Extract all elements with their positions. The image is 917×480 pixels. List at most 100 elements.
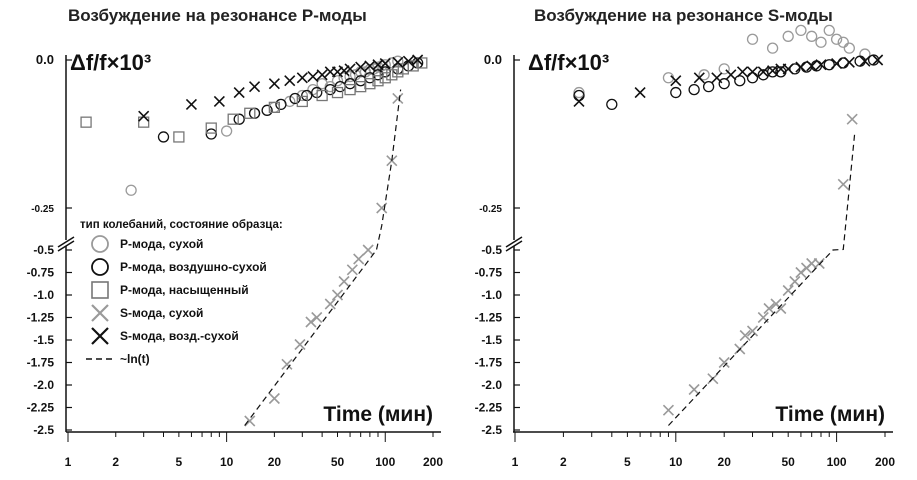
data-point-circle [331,75,344,87]
y-tick-label: -0.5 [33,243,54,257]
axis-break-mark [505,240,523,252]
data-point-x [831,57,843,70]
data-point-circle [289,92,301,105]
x-tick-label: 50 [782,455,796,469]
data-point-square [372,75,384,87]
data-point-circle [157,131,170,143]
data-point-x [688,383,700,396]
data-point-square [379,72,391,84]
data-point-x [244,415,256,427]
legend-label: P-мода, воздушно-сухой [120,260,267,274]
data-point-x [248,81,261,93]
chart-panel-s-mode: Возбуждение на резонансе S-моды 0.0 -0.25… [458,0,917,480]
data-point-x [353,253,365,265]
data-point-circle [795,24,807,37]
data-point-circle [379,66,391,78]
legend-label: ~ln(t) [120,352,150,366]
data-point-x [296,72,308,84]
data-point-square [416,57,428,69]
data-point-circle [806,30,818,42]
data-point-x [725,69,737,81]
data-point-square [205,122,217,134]
data-point-circle [830,33,843,45]
data-point-circle [364,72,376,84]
data-point-square [364,78,376,90]
x-tick-label: 100 [827,455,847,469]
data-point-x [693,72,705,84]
data-point-circle [718,63,730,75]
data-point-circle [573,86,585,99]
data-point-square [173,131,185,143]
y-tick-label: -2.0 [481,378,502,392]
y-tick-label: -2.5 [481,423,502,437]
chart-title: Возбуждение на резонансе P-моды [68,6,367,25]
data-point-circle [261,104,273,116]
data-point-square [244,107,256,119]
data-point-x [284,75,296,87]
x-tick-label: 200 [875,455,895,469]
data-point-circle [782,30,794,42]
legend-label: S-мода, возд.-сухой [120,329,239,343]
data-point-x [338,275,350,288]
data-point-circle [233,113,245,125]
data-point-circle [734,75,746,87]
data-point-x [305,316,317,328]
legend-label: S-мода, сухой [120,306,203,320]
axis-break-mark [505,236,523,248]
y-tick-label: -0.75 [475,266,503,280]
y-tick-label: -0.5 [481,243,502,257]
data-point-x [670,75,682,87]
data-point-x [846,113,858,125]
x-tick-label: 10 [669,455,683,469]
x-tick-label: 5 [176,455,183,469]
data-point-circle [670,86,682,99]
legend-label: P-мода, насыщенный [120,283,249,297]
data-point-x [813,257,825,270]
data-point-x [268,78,280,90]
data-point-x [233,86,245,99]
data-point-x [392,56,404,68]
data-point-circle [296,89,308,102]
data-point-circle [718,78,730,90]
data-point-x [311,311,323,324]
data-point-x [763,302,775,315]
data-point-x [362,244,374,256]
data-point-circle [344,70,356,83]
data-point-circle [344,78,356,90]
y-tick-label: -1.0 [481,288,502,302]
data-point-x [782,63,794,75]
y-tick-label: -2.25 [475,401,503,415]
legend-title: тип колебаний, состояние образца: [80,219,283,231]
y-tick-label: -1.25 [475,311,503,325]
legend-marker-x [91,327,109,345]
data-point-circle [823,59,835,71]
legend-marker-x [91,304,109,322]
y-tick-label: -1.5 [33,333,54,347]
data-point-x [843,56,855,68]
x-tick-label: 100 [375,455,395,469]
data-point-circle [843,42,855,54]
y-axis-label: Δf/f×10³ [70,50,151,75]
data-point-x [307,71,319,83]
chart-plot-s-mode: 0.0 -0.25 -0.5 -0.75 -1.0 -1.25 -1.5 -1.75 -2.0 -… [475,24,895,469]
data-point-x [739,329,751,342]
data-point-circle [307,83,319,96]
y-tick-label: 0.0 [484,52,502,67]
data-point-x [316,69,328,81]
data-point-x [344,63,356,75]
data-point-x [789,275,801,288]
data-point-square [80,116,92,128]
data-point-circle [854,55,866,67]
data-point-circle [364,63,376,76]
data-point-x [402,55,414,67]
data-point-x [767,65,779,77]
data-point-square [355,80,367,93]
data-point-circle [815,36,827,48]
data-point-x [775,302,787,315]
y-tick-label: -0.75 [27,266,55,280]
data-point-x [573,95,585,108]
data-point-square [331,86,344,99]
data-point-circle [379,59,391,71]
data-point-x [746,66,759,78]
legend-marker-circle [91,235,109,253]
